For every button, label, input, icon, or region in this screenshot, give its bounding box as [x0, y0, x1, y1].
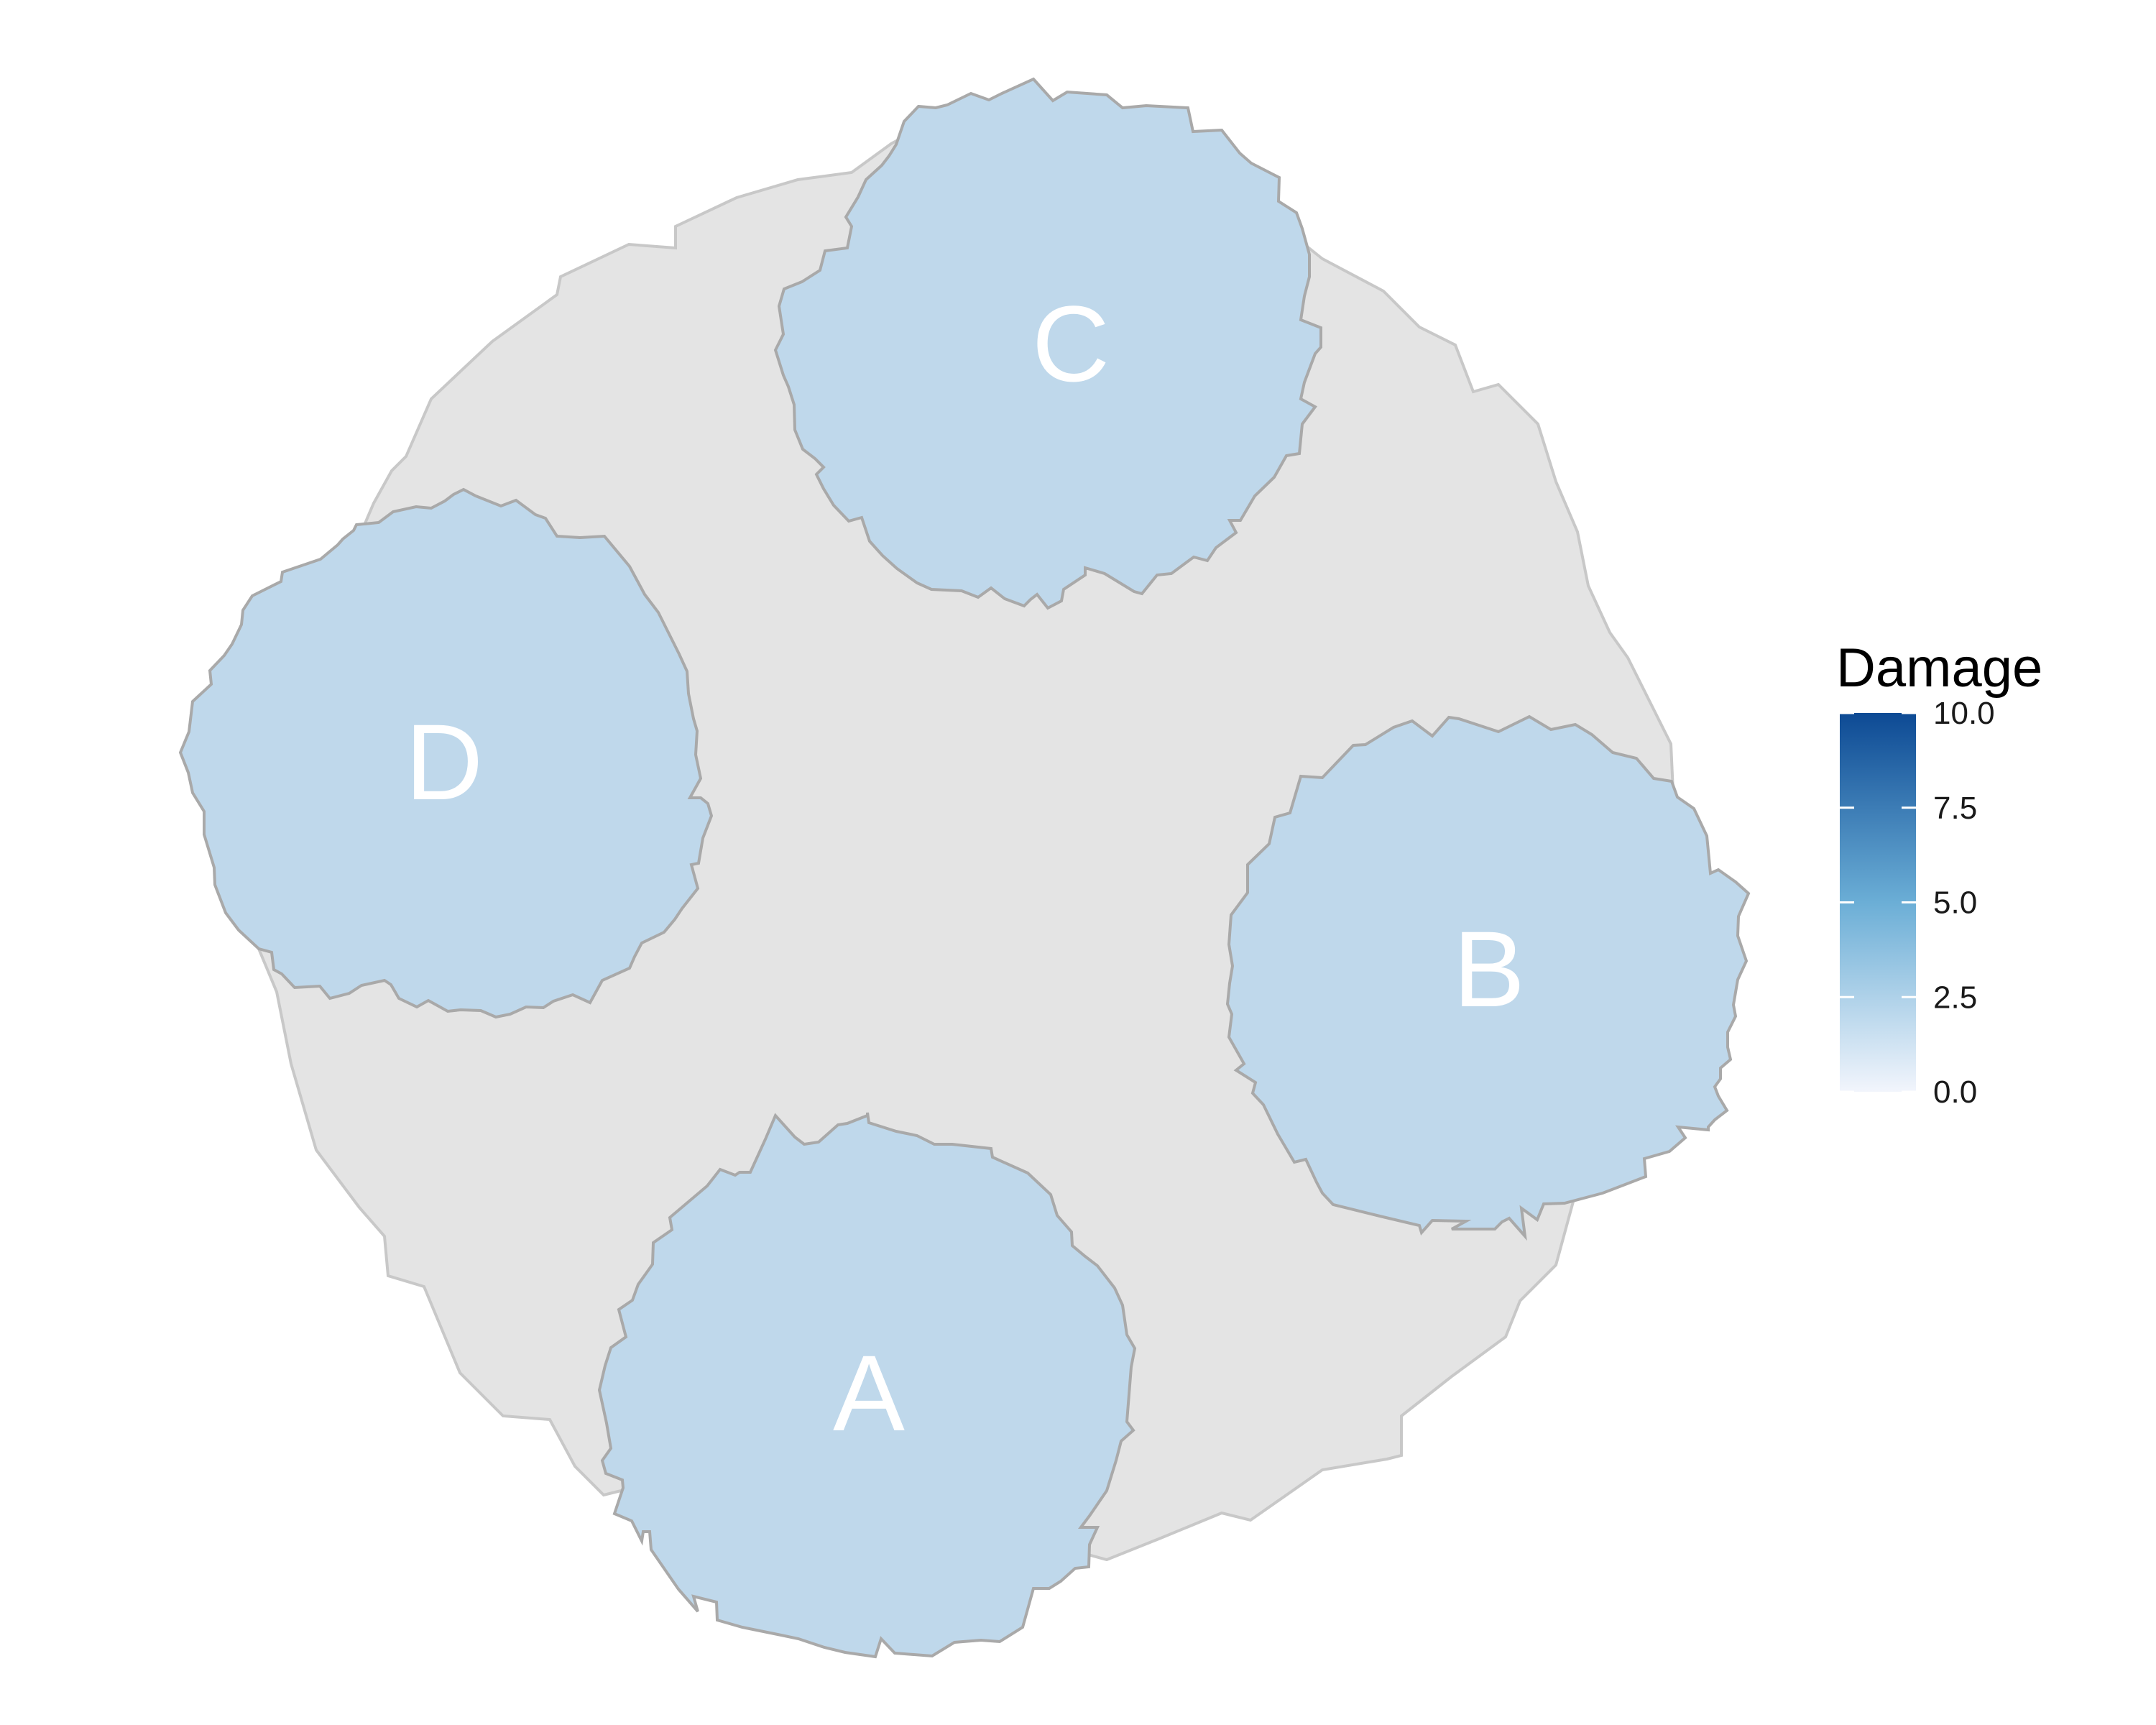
- legend-tick-label: 10.0: [1933, 696, 1995, 731]
- region-d-shape: [178, 487, 714, 1019]
- region-c-shape: [773, 77, 1322, 610]
- legend-title: Damage: [1836, 638, 2042, 699]
- region-b-shape: [1225, 714, 1751, 1241]
- region-a-label: A: [833, 1333, 905, 1453]
- legend-tick-label: 2.5: [1933, 980, 1977, 1015]
- regions: A B C D: [178, 77, 1751, 1659]
- region-d[interactable]: D: [178, 487, 714, 1019]
- region-a[interactable]: A: [597, 1112, 1137, 1659]
- damage-legend: Damage 10.0 7.5 5.0 2.5 0.0: [1836, 638, 2042, 1110]
- region-d-label: D: [405, 702, 483, 822]
- region-c[interactable]: C: [773, 77, 1322, 610]
- region-b-label: B: [1453, 908, 1525, 1029]
- legend-tick-label: 7.5: [1933, 791, 1977, 826]
- legend-ticks: 10.0 7.5 5.0 2.5 0.0: [1840, 696, 1995, 1110]
- background-region: [257, 120, 1677, 1562]
- region-c-label: C: [1032, 283, 1110, 404]
- region-a-shape: [597, 1112, 1137, 1659]
- legend-tick-label: 5.0: [1933, 886, 1977, 921]
- region-b[interactable]: B: [1225, 714, 1751, 1241]
- legend-tick-label: 0.0: [1933, 1075, 1977, 1110]
